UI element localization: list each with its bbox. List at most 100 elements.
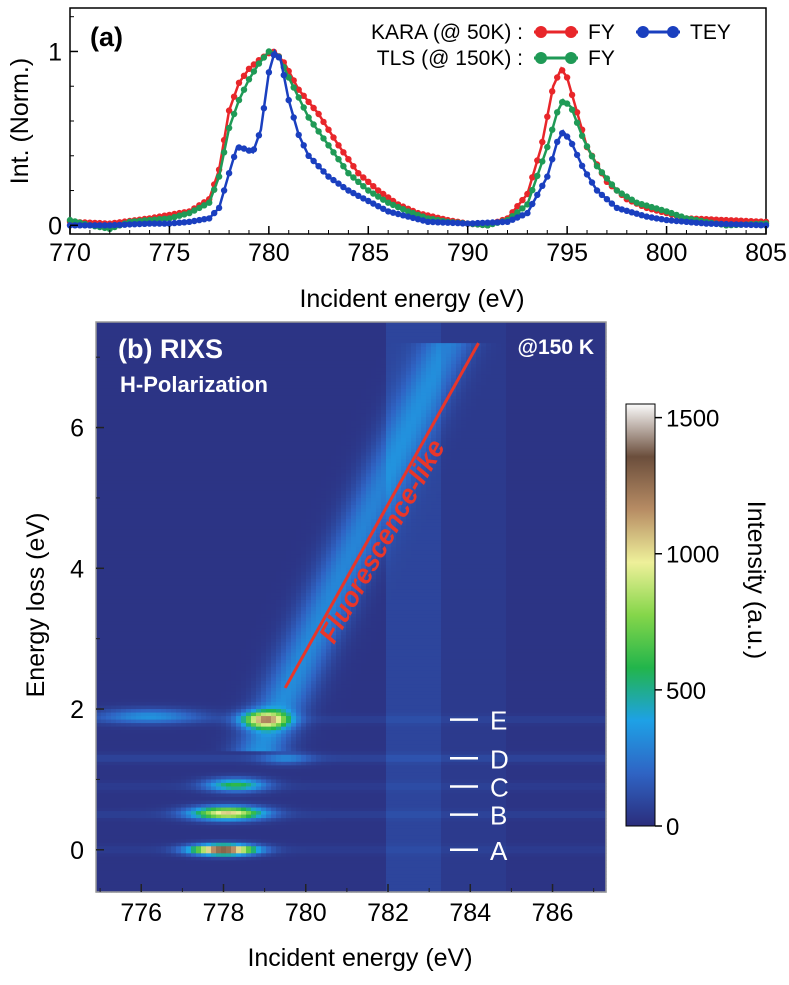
heat-cell <box>156 765 162 770</box>
heat-cell <box>146 825 152 830</box>
heat-cell <box>171 607 177 612</box>
heat-cell <box>96 501 102 506</box>
heat-cell <box>121 515 127 520</box>
heat-cell <box>226 378 232 383</box>
heat-cell <box>106 592 112 598</box>
heat-cell <box>96 797 102 802</box>
heat-cell <box>116 336 122 341</box>
heat-cell <box>186 786 192 791</box>
heat-cell <box>171 582 177 587</box>
heat-cell <box>176 459 182 464</box>
heat-cell <box>221 804 227 809</box>
heat-cell <box>151 434 157 439</box>
heat-cell <box>221 677 227 682</box>
heat-cell <box>96 779 102 784</box>
heat-cell <box>126 684 132 689</box>
heat-cell <box>141 406 147 411</box>
heat-cell <box>111 529 117 534</box>
heat-cell <box>111 673 117 678</box>
heat-cell <box>216 691 222 696</box>
heat-cell <box>186 652 192 657</box>
heat-cell <box>151 835 157 840</box>
series-2-point <box>728 221 735 228</box>
heat-cell <box>176 807 182 812</box>
heat-cell <box>161 870 167 876</box>
heat-cell <box>176 765 182 770</box>
heat-cell <box>126 775 132 781</box>
heat-cell <box>101 473 107 478</box>
heat-cell <box>156 789 162 795</box>
series-0-point <box>529 174 536 181</box>
series-2-point <box>464 220 471 227</box>
heat-cell <box>116 744 122 749</box>
heat-cell <box>126 592 132 598</box>
heat-cell <box>221 554 227 559</box>
series-2-point <box>156 220 163 227</box>
heat-cell <box>181 487 187 492</box>
heat-cell <box>181 596 187 601</box>
heat-cell <box>166 652 172 657</box>
heat-cell <box>141 452 147 457</box>
heat-cell <box>216 547 222 552</box>
heat-cell <box>211 473 217 478</box>
heat-cell <box>191 684 197 689</box>
heat-cell <box>116 789 122 795</box>
heat-cell <box>231 438 237 443</box>
heat-cell <box>201 870 207 876</box>
heat-cell <box>181 772 187 777</box>
heat-cell <box>156 617 162 622</box>
series-2-point <box>211 209 218 217</box>
heat-cell <box>216 726 222 731</box>
heat-cell <box>191 360 197 365</box>
heat-cell <box>166 332 172 337</box>
heat-cell <box>206 473 212 478</box>
heat-cell <box>126 364 132 369</box>
heat-cell <box>156 761 162 766</box>
heat-cell <box>226 825 232 830</box>
heat-cell <box>131 807 137 812</box>
heat-cell <box>191 487 197 492</box>
series-2-point <box>454 219 461 227</box>
heat-cell <box>221 652 227 657</box>
heat-cell <box>206 445 212 450</box>
heat-cell <box>116 490 122 496</box>
series-1-point <box>225 124 233 132</box>
heat-cell <box>146 607 152 612</box>
heat-cell <box>161 448 167 453</box>
heat-cell <box>226 547 232 552</box>
heat-cell <box>106 374 112 379</box>
heat-cell <box>201 737 207 742</box>
heat-cell <box>131 385 137 390</box>
heat-cell <box>161 691 167 696</box>
heat-cell <box>101 490 107 496</box>
heat-cell <box>101 325 107 330</box>
heat-cell <box>176 863 182 868</box>
heat-cell <box>111 691 117 696</box>
heat-cell <box>211 621 217 626</box>
heat-cell <box>191 406 197 411</box>
series-0-point <box>568 91 576 99</box>
heat-cell <box>121 409 127 415</box>
heat-cell <box>226 839 232 844</box>
heat-cell <box>171 332 177 337</box>
heat-cell <box>151 642 157 647</box>
heat-cell <box>221 765 227 770</box>
heat-cell <box>101 508 107 513</box>
heat-cell <box>226 466 232 471</box>
heat-cell <box>186 452 192 457</box>
heat-cell <box>211 322 217 327</box>
heat-cell <box>136 687 142 693</box>
heat-cell <box>141 782 147 788</box>
heat-cell <box>96 561 102 566</box>
heat-cell <box>146 673 152 678</box>
heat-cell <box>136 515 142 520</box>
heat-cell <box>141 758 147 763</box>
heat-cell <box>161 445 167 450</box>
heat-cell <box>181 666 187 671</box>
heat-cell <box>166 329 172 334</box>
heat-cell <box>131 811 137 816</box>
heat-cell <box>156 698 162 703</box>
heat-cell <box>226 691 232 696</box>
heat-cell <box>176 621 182 626</box>
heat-cell <box>201 652 207 657</box>
